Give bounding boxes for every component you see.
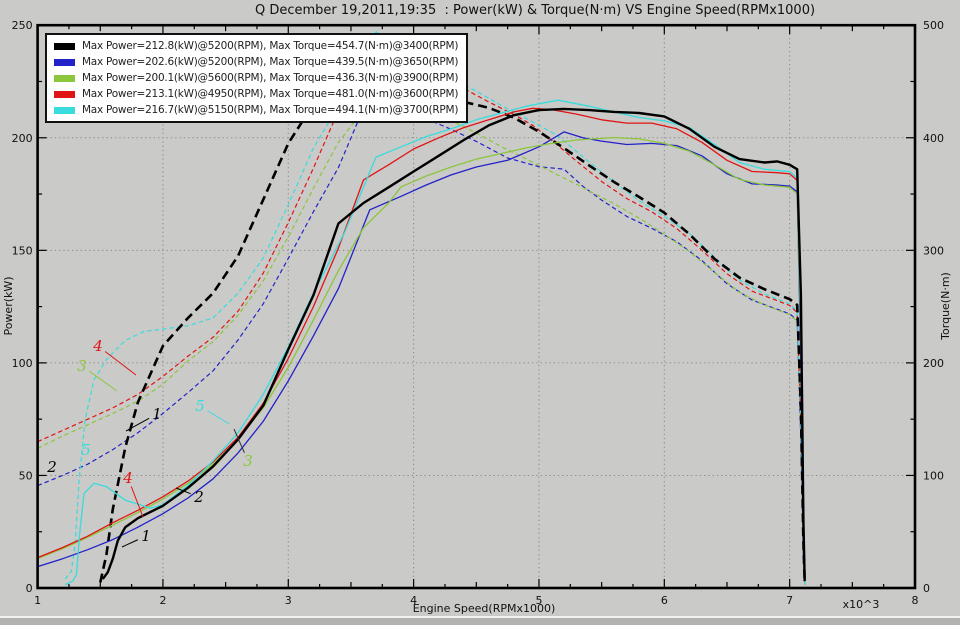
- curve-number-label: 3: [77, 357, 87, 375]
- x-tick-label: 2: [159, 594, 166, 607]
- power-tick-label: 250: [12, 19, 33, 32]
- legend-label: Max Power=213.1(kW)@4950(RPM), Max Torqu…: [82, 88, 459, 100]
- x-tick-label: 8: [912, 594, 919, 607]
- torque-tick-label: 0: [923, 582, 930, 595]
- legend-swatch-cyan: [54, 106, 75, 114]
- x-tick-label: 4: [410, 594, 417, 607]
- torque-curve-4-red: [37, 46, 806, 584]
- window-bottom-highlight: [0, 616, 960, 618]
- legend-label: Max Power=216.7(kW)@5150(RPM), Max Torqu…: [82, 104, 459, 116]
- power-curve-5-cyan: [64, 99, 806, 586]
- annotation-leader-line: [121, 539, 139, 548]
- legend-swatch-red: [54, 90, 75, 98]
- x-tick-label: 6: [661, 594, 668, 607]
- power-tick-label: 100: [12, 357, 33, 370]
- legend-row-3: Max Power=200.1(kW)@5600(RPM), Max Torqu…: [54, 70, 458, 86]
- curve-number-label: 4: [92, 337, 103, 355]
- legend-row-2: Max Power=202.6(kW)@5200(RPM), Max Torqu…: [54, 54, 458, 70]
- curve-number-label: 5: [195, 397, 205, 415]
- torque-tick-label: 100: [923, 469, 944, 482]
- gridlines: [37, 25, 915, 588]
- x-tick-label: 5: [535, 594, 542, 607]
- curve-number-label: 1: [152, 405, 162, 423]
- legend-label: Max Power=212.8(kW)@5200(RPM), Max Torqu…: [82, 40, 459, 52]
- power-curve-1-black: [101, 107, 806, 582]
- legend-label: Max Power=202.6(kW)@5200(RPM), Max Torqu…: [82, 56, 459, 68]
- torque-axis-label: Torque(N·m): [939, 272, 952, 341]
- power-curve-4-red: [37, 107, 806, 582]
- x-axis-label: Engine Speed(RPMx1000): [413, 602, 556, 615]
- torque-tick-label: 200: [923, 357, 944, 370]
- legend-label: Max Power=200.1(kW)@5600(RPM), Max Torqu…: [82, 72, 459, 84]
- power-tick-label: 0: [26, 582, 33, 595]
- legend-swatch-blue: [54, 58, 75, 66]
- power-tick-label: 150: [12, 244, 33, 257]
- power-tick-label: 50: [19, 469, 33, 482]
- axes-frame: [36, 23, 917, 590]
- power-tick-label: 200: [12, 132, 33, 145]
- power-curve-3-green: [37, 136, 806, 584]
- chart-title: Q December 19,2011,19:35 : Power(kW) & T…: [254, 3, 816, 18]
- legend-swatch-green: [54, 74, 75, 82]
- torque-tick-label: 500: [923, 19, 944, 32]
- x-tick-label: 1: [34, 594, 41, 607]
- torque-curve-1-black: [99, 74, 806, 583]
- x-axis-exponent-label: x10^3: [843, 598, 880, 611]
- legend-swatch-black: [54, 42, 75, 50]
- annotation-leader-line: [125, 417, 150, 432]
- annotation-leader-line: [233, 428, 245, 453]
- curve-number-label: 3: [243, 452, 253, 470]
- legend-row-1: Max Power=212.8(kW)@5200(RPM), Max Torqu…: [54, 38, 458, 54]
- x-tick-label: 7: [786, 594, 793, 607]
- legend-box: Max Power=212.8(kW)@5200(RPM), Max Torqu…: [45, 33, 469, 123]
- x-tick-label: 3: [285, 594, 292, 607]
- power-curve-2-blue: [37, 131, 806, 584]
- curve-number-label: 4: [122, 469, 133, 487]
- torque-curve-2-blue: [37, 92, 806, 585]
- legend-row-5: Max Power=216.7(kW)@5150(RPM), Max Torqu…: [54, 102, 458, 118]
- window-bottom-strip: [0, 618, 960, 625]
- curve-number-label: 5: [81, 441, 91, 459]
- annotation-leader-line: [130, 486, 144, 518]
- curve-number-label: 1: [141, 527, 151, 545]
- torque-tick-label: 400: [923, 132, 944, 145]
- annotation-leader-line: [175, 487, 191, 495]
- annotation-leader-line: [207, 410, 230, 425]
- curve-number-label: 2: [46, 458, 57, 476]
- annotation-leader-line: [89, 370, 118, 392]
- legend-row-4: Max Power=213.1(kW)@4950(RPM), Max Torqu…: [54, 86, 458, 102]
- annotation-leader-line: [104, 351, 137, 376]
- power-axis-label: Power(kW): [2, 276, 15, 335]
- torque-tick-label: 300: [923, 244, 944, 257]
- curve-number-label: 2: [193, 488, 204, 506]
